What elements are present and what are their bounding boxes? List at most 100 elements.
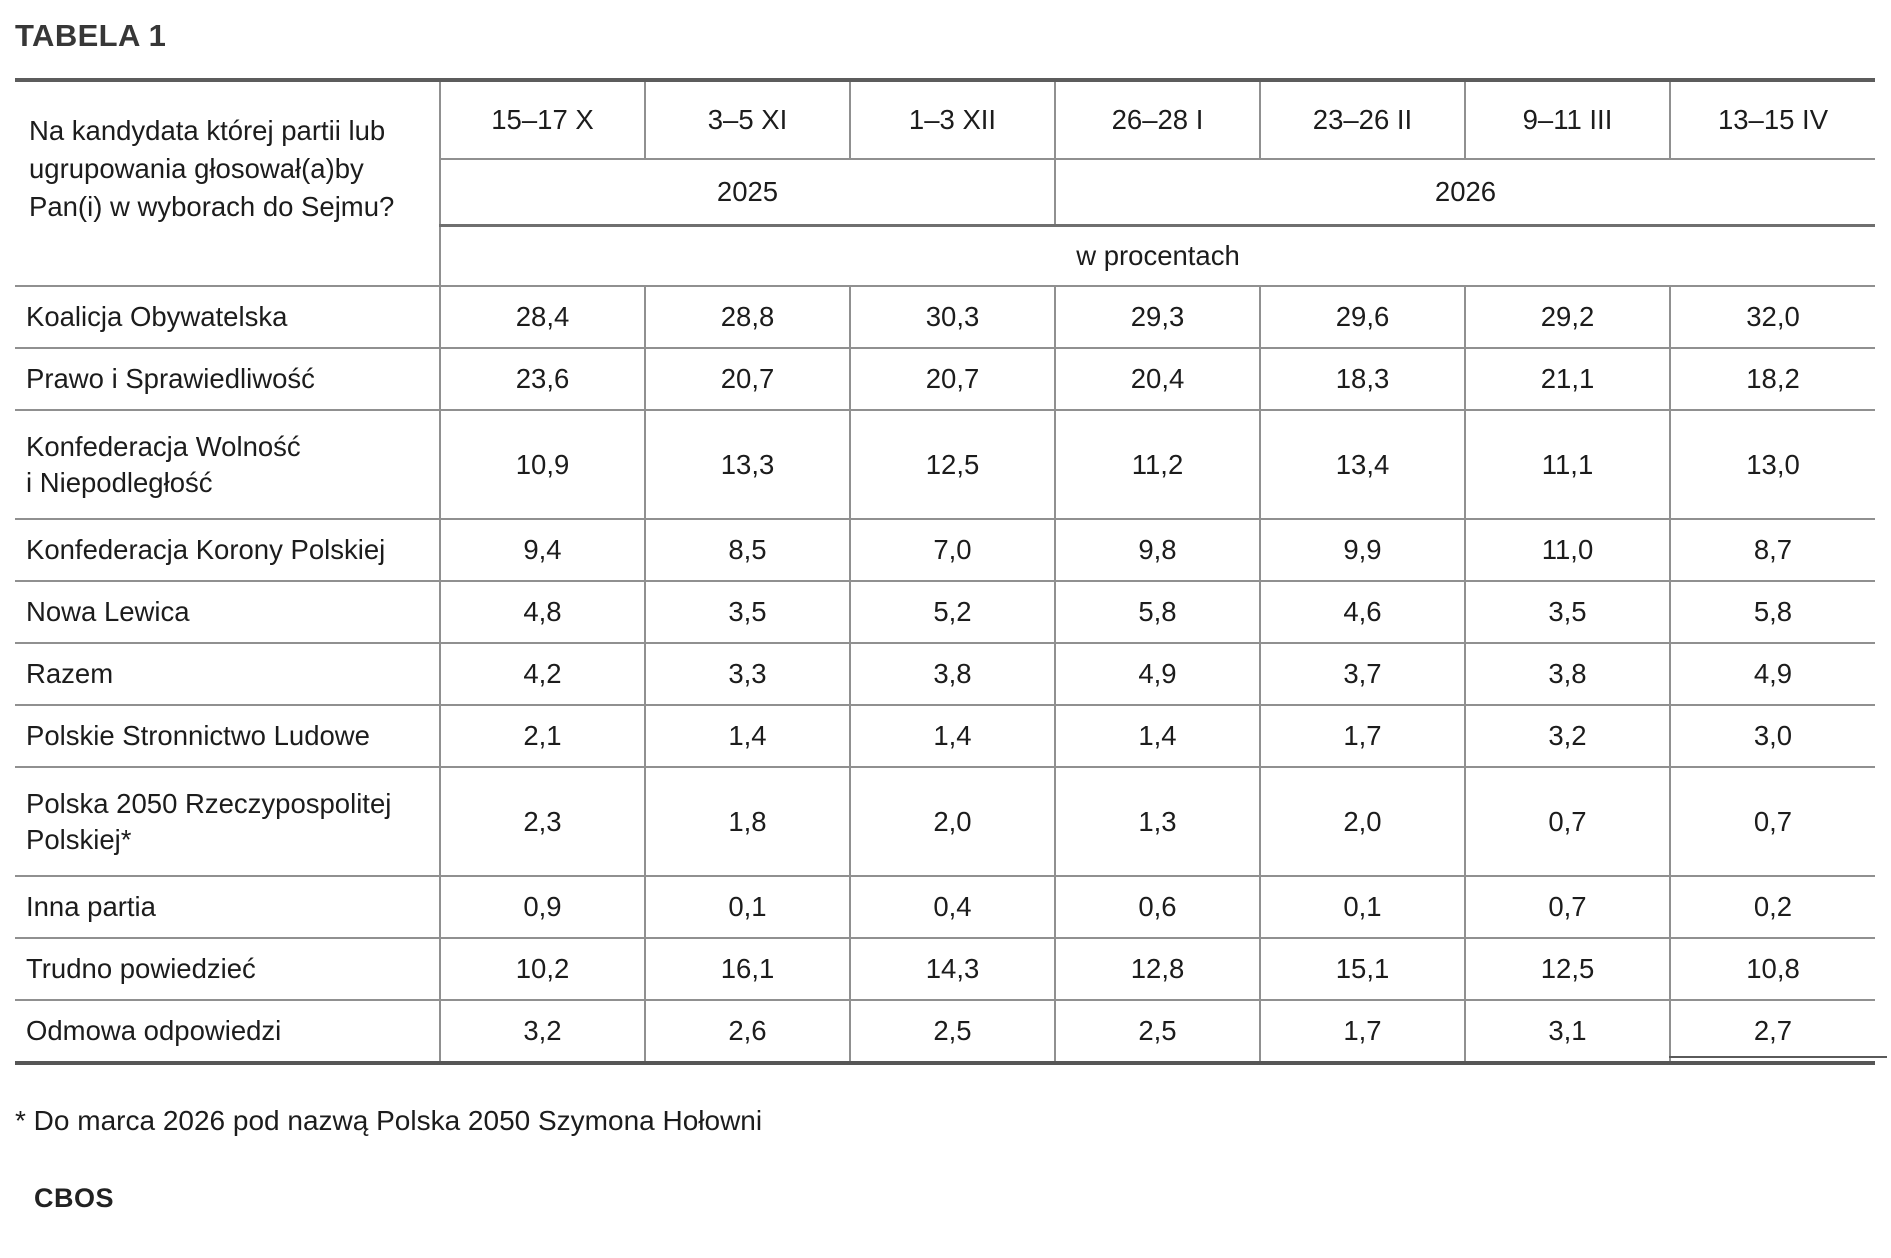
cell-value: 9,8 — [1054, 519, 1260, 582]
row-label: Inna partia — [15, 876, 440, 939]
poll-table: Na kandydata której partii lub ugrupowan… — [15, 78, 1887, 1065]
cell-value: 2,1 — [439, 705, 645, 768]
year-group-2026: 2026 — [1054, 159, 1875, 227]
cell-value: 0,1 — [644, 876, 850, 939]
cell-value: 1,3 — [1054, 767, 1260, 877]
cell-value: 2,0 — [1259, 767, 1465, 877]
cell-value: 8,5 — [644, 519, 850, 582]
cell-value: 1,4 — [849, 705, 1055, 768]
cell-value: 29,6 — [1259, 286, 1465, 349]
col-header-date-5: 23–26 II — [1259, 80, 1465, 160]
col-header-date-2: 3–5 XI — [644, 80, 850, 160]
cell-value: 11,1 — [1464, 410, 1670, 520]
cell-value: 15,1 — [1259, 938, 1465, 1001]
header-row-dates: Na kandydata której partii lub ugrupowan… — [15, 80, 1875, 287]
cell-value-text: 2,7 — [1753, 1015, 1793, 1046]
cell-value: 0,4 — [849, 876, 1055, 939]
cell-value: 12,8 — [1054, 938, 1260, 1001]
row-label: Razem — [15, 643, 440, 706]
cell-value: 20,7 — [644, 348, 850, 411]
cell-value: 8,7 — [1669, 519, 1875, 582]
cell-value: 13,0 — [1669, 410, 1875, 520]
cell-value: 4,2 — [439, 643, 645, 706]
cell-value: 11,2 — [1054, 410, 1260, 520]
row-label: Polskie Stronnictwo Ludowe — [15, 705, 440, 768]
cell-value: 28,4 — [439, 286, 645, 349]
col-header-date-6: 9–11 III — [1464, 80, 1670, 160]
cell-value: 12,5 — [1464, 938, 1670, 1001]
cell-value: 30,3 — [849, 286, 1055, 349]
cell-value: 3,1 — [1464, 1000, 1670, 1064]
year-group-2025: 2025 — [440, 159, 1055, 227]
cell-value: 3,5 — [1464, 581, 1670, 644]
header-row-unit: w procentach — [15, 225, 1875, 287]
table-row: Trudno powiedzieć 10,2 16,1 14,3 12,8 15… — [15, 938, 1875, 1001]
table-row: Koalicja Obywatelska 28,4 28,8 30,3 29,3… — [15, 286, 1875, 349]
col-header-date-4: 26–28 I — [1054, 80, 1260, 160]
row-label: Odmowa odpowiedzi — [15, 1000, 440, 1064]
cell-value: 20,4 — [1054, 348, 1260, 411]
cell-value: 4,9 — [1054, 643, 1260, 706]
cell-value: 28,8 — [644, 286, 850, 349]
col-header-date-7: 13–15 IV — [1669, 80, 1875, 160]
cell-value: 0,9 — [439, 876, 645, 939]
cell-value: 2,5 — [849, 1000, 1055, 1064]
cell-value: 14,3 — [849, 938, 1055, 1001]
cell-value: 10,2 — [439, 938, 645, 1001]
cell-value: 4,6 — [1259, 581, 1465, 644]
table-row: Konfederacja Wolność i Niepodległość 10,… — [15, 410, 1875, 520]
cell-value: 2,7 — [1669, 1000, 1887, 1064]
cell-value: 18,3 — [1259, 348, 1465, 411]
cell-value: 3,8 — [1464, 643, 1670, 706]
source-label: CBOS — [34, 1183, 115, 1213]
row-label: Polska 2050 Rzeczypospolitej Polskiej* — [15, 767, 440, 877]
cell-value: 20,7 — [849, 348, 1055, 411]
cell-value: 9,9 — [1259, 519, 1465, 582]
cell-value: 10,9 — [439, 410, 645, 520]
cell-value: 32,0 — [1669, 286, 1875, 349]
cell-value: 0,7 — [1669, 767, 1875, 877]
cell-value: 2,3 — [439, 767, 645, 877]
cell-value: 0,7 — [1464, 767, 1670, 877]
row-label: Prawo i Sprawiedliwość — [15, 348, 440, 411]
cell-value: 1,7 — [1259, 705, 1465, 768]
row-label: Nowa Lewica — [15, 581, 440, 644]
table-bottom-rule — [1669, 1056, 1887, 1058]
table-row: Odmowa odpowiedzi 3,2 2,6 2,5 2,5 1,7 3,… — [15, 1000, 1887, 1064]
table-row: Polska 2050 Rzeczypospolitej Polskiej* 2… — [15, 767, 1875, 877]
cell-value: 18,2 — [1669, 348, 1875, 411]
table-row: Konfederacja Korony Polskiej 9,4 8,5 7,0… — [15, 519, 1875, 582]
cell-value: 9,4 — [439, 519, 645, 582]
page-title: TABELA 1 — [15, 18, 167, 53]
cell-value: 5,2 — [849, 581, 1055, 644]
cell-value: 12,5 — [849, 410, 1055, 520]
cell-value: 1,4 — [644, 705, 850, 768]
cell-value: 2,6 — [644, 1000, 850, 1064]
question-header: Na kandydata której partii lub ugrupowan… — [15, 80, 441, 287]
unit-label: w procentach — [440, 225, 1875, 287]
cell-value: 11,0 — [1464, 519, 1670, 582]
cell-value: 0,2 — [1669, 876, 1875, 939]
cell-value: 0,6 — [1054, 876, 1260, 939]
cell-value: 13,3 — [644, 410, 850, 520]
cell-value: 3,0 — [1669, 705, 1875, 768]
cell-value: 3,5 — [644, 581, 850, 644]
cell-value: 5,8 — [1054, 581, 1260, 644]
cell-value: 3,8 — [849, 643, 1055, 706]
cell-value: 5,8 — [1669, 581, 1875, 644]
col-header-date-1: 15–17 X — [439, 80, 645, 160]
cell-value: 0,1 — [1259, 876, 1465, 939]
cell-value: 4,8 — [439, 581, 645, 644]
cell-value: 10,8 — [1669, 938, 1875, 1001]
table-row: Razem 4,2 3,3 3,8 4,9 3,7 3,8 4,9 — [15, 643, 1875, 706]
table-row: Inna partia 0,9 0,1 0,4 0,6 0,1 0,7 0,2 — [15, 876, 1875, 939]
cell-value: 23,6 — [439, 348, 645, 411]
cell-value: 4,9 — [1669, 643, 1875, 706]
table-row: Nowa Lewica 4,8 3,5 5,2 5,8 4,6 3,5 5,8 — [15, 581, 1875, 644]
cell-value: 1,8 — [644, 767, 850, 877]
cell-value: 29,3 — [1054, 286, 1260, 349]
cell-value: 21,1 — [1464, 348, 1670, 411]
table-row: Prawo i Sprawiedliwość 23,6 20,7 20,7 20… — [15, 348, 1875, 411]
row-label: Konfederacja Korony Polskiej — [15, 519, 440, 582]
cell-value: 3,3 — [644, 643, 850, 706]
